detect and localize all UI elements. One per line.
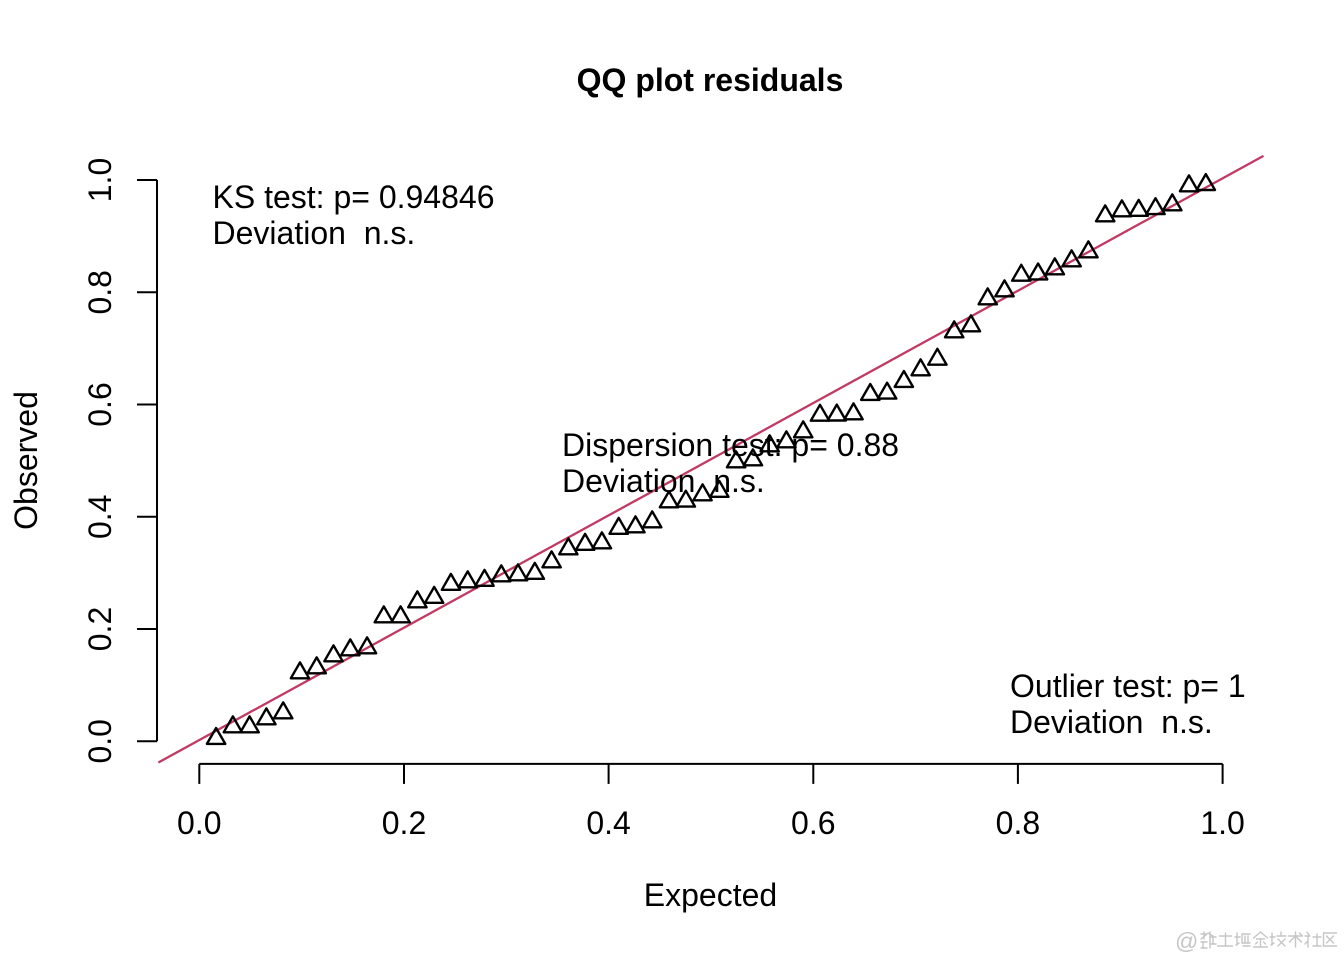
svg-text:KS test: p= 0.94846: KS test: p= 0.94846	[213, 179, 495, 215]
svg-text:0.0: 0.0	[82, 719, 118, 763]
svg-text:Deviation n.s.: Deviation n.s.	[213, 215, 416, 251]
svg-text:@: @	[1175, 928, 1198, 954]
svg-text:0.0: 0.0	[177, 805, 221, 841]
svg-text:1.0: 1.0	[82, 158, 118, 202]
svg-text:0.6: 0.6	[82, 382, 118, 426]
svg-text:Outlier test: p= 1: Outlier test: p= 1	[1010, 668, 1246, 704]
svg-text:1.0: 1.0	[1200, 805, 1244, 841]
svg-text:0.4: 0.4	[586, 805, 630, 841]
svg-text:Observed: Observed	[8, 391, 44, 530]
svg-text:0.6: 0.6	[791, 805, 835, 841]
svg-text:0.2: 0.2	[82, 607, 118, 651]
svg-text:Expected: Expected	[644, 877, 777, 913]
svg-text:Deviation n.s.: Deviation n.s.	[562, 463, 765, 499]
svg-text:0.8: 0.8	[996, 805, 1040, 841]
svg-text:0.4: 0.4	[82, 495, 118, 539]
svg-text:Deviation n.s.: Deviation n.s.	[1010, 704, 1213, 740]
svg-text:0.2: 0.2	[382, 805, 426, 841]
svg-text:QQ plot residuals: QQ plot residuals	[577, 62, 844, 98]
svg-text:0.8: 0.8	[82, 270, 118, 314]
svg-text:Dispersion test: p= 0.88: Dispersion test: p= 0.88	[562, 427, 899, 463]
